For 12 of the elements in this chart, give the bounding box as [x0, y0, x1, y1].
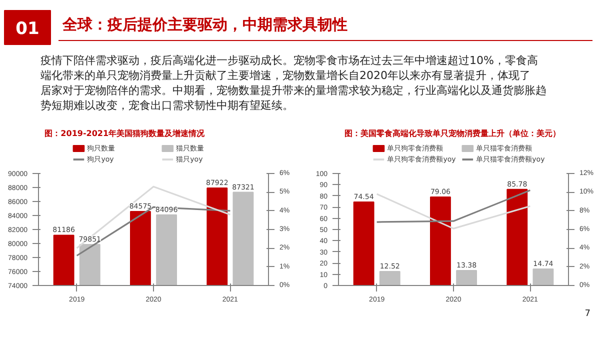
text: 全球：疫后提价主要驱动，中期需求具韧性: [62, 16, 348, 34]
bar: [532, 268, 554, 286]
text: 7: [584, 309, 591, 319]
bar: [379, 270, 400, 286]
chart-title: 图：美国零食高端化导致单只宠物消费量上升（单位：美元）: [344, 128, 561, 138]
bar: [456, 270, 477, 286]
bar: [353, 202, 374, 286]
bar: [430, 196, 451, 286]
text: 疫情下陪伴需求驱动，疫后高端化进一步驱动成长。宠物零食市场在过去三年中增速超过10%，零食高端化带来的单只宠物消费量上升贡献了主要增速，宠物数量增长自2020年以来亦有显著提升，体现了居家对于宠物陪伴的需求。中期看，宠物数量提升带来的量增需求较为稳定，行业高端化以及通货膨胀趋势短期难以改变，宠食出口需求韧性中期有望延续。: [40, 54, 546, 112]
text: 01: [16, 19, 40, 39]
chart-title: 图：2019-2021年美国猫狗数量及增速情况: [44, 128, 206, 138]
bar: [506, 188, 528, 286]
